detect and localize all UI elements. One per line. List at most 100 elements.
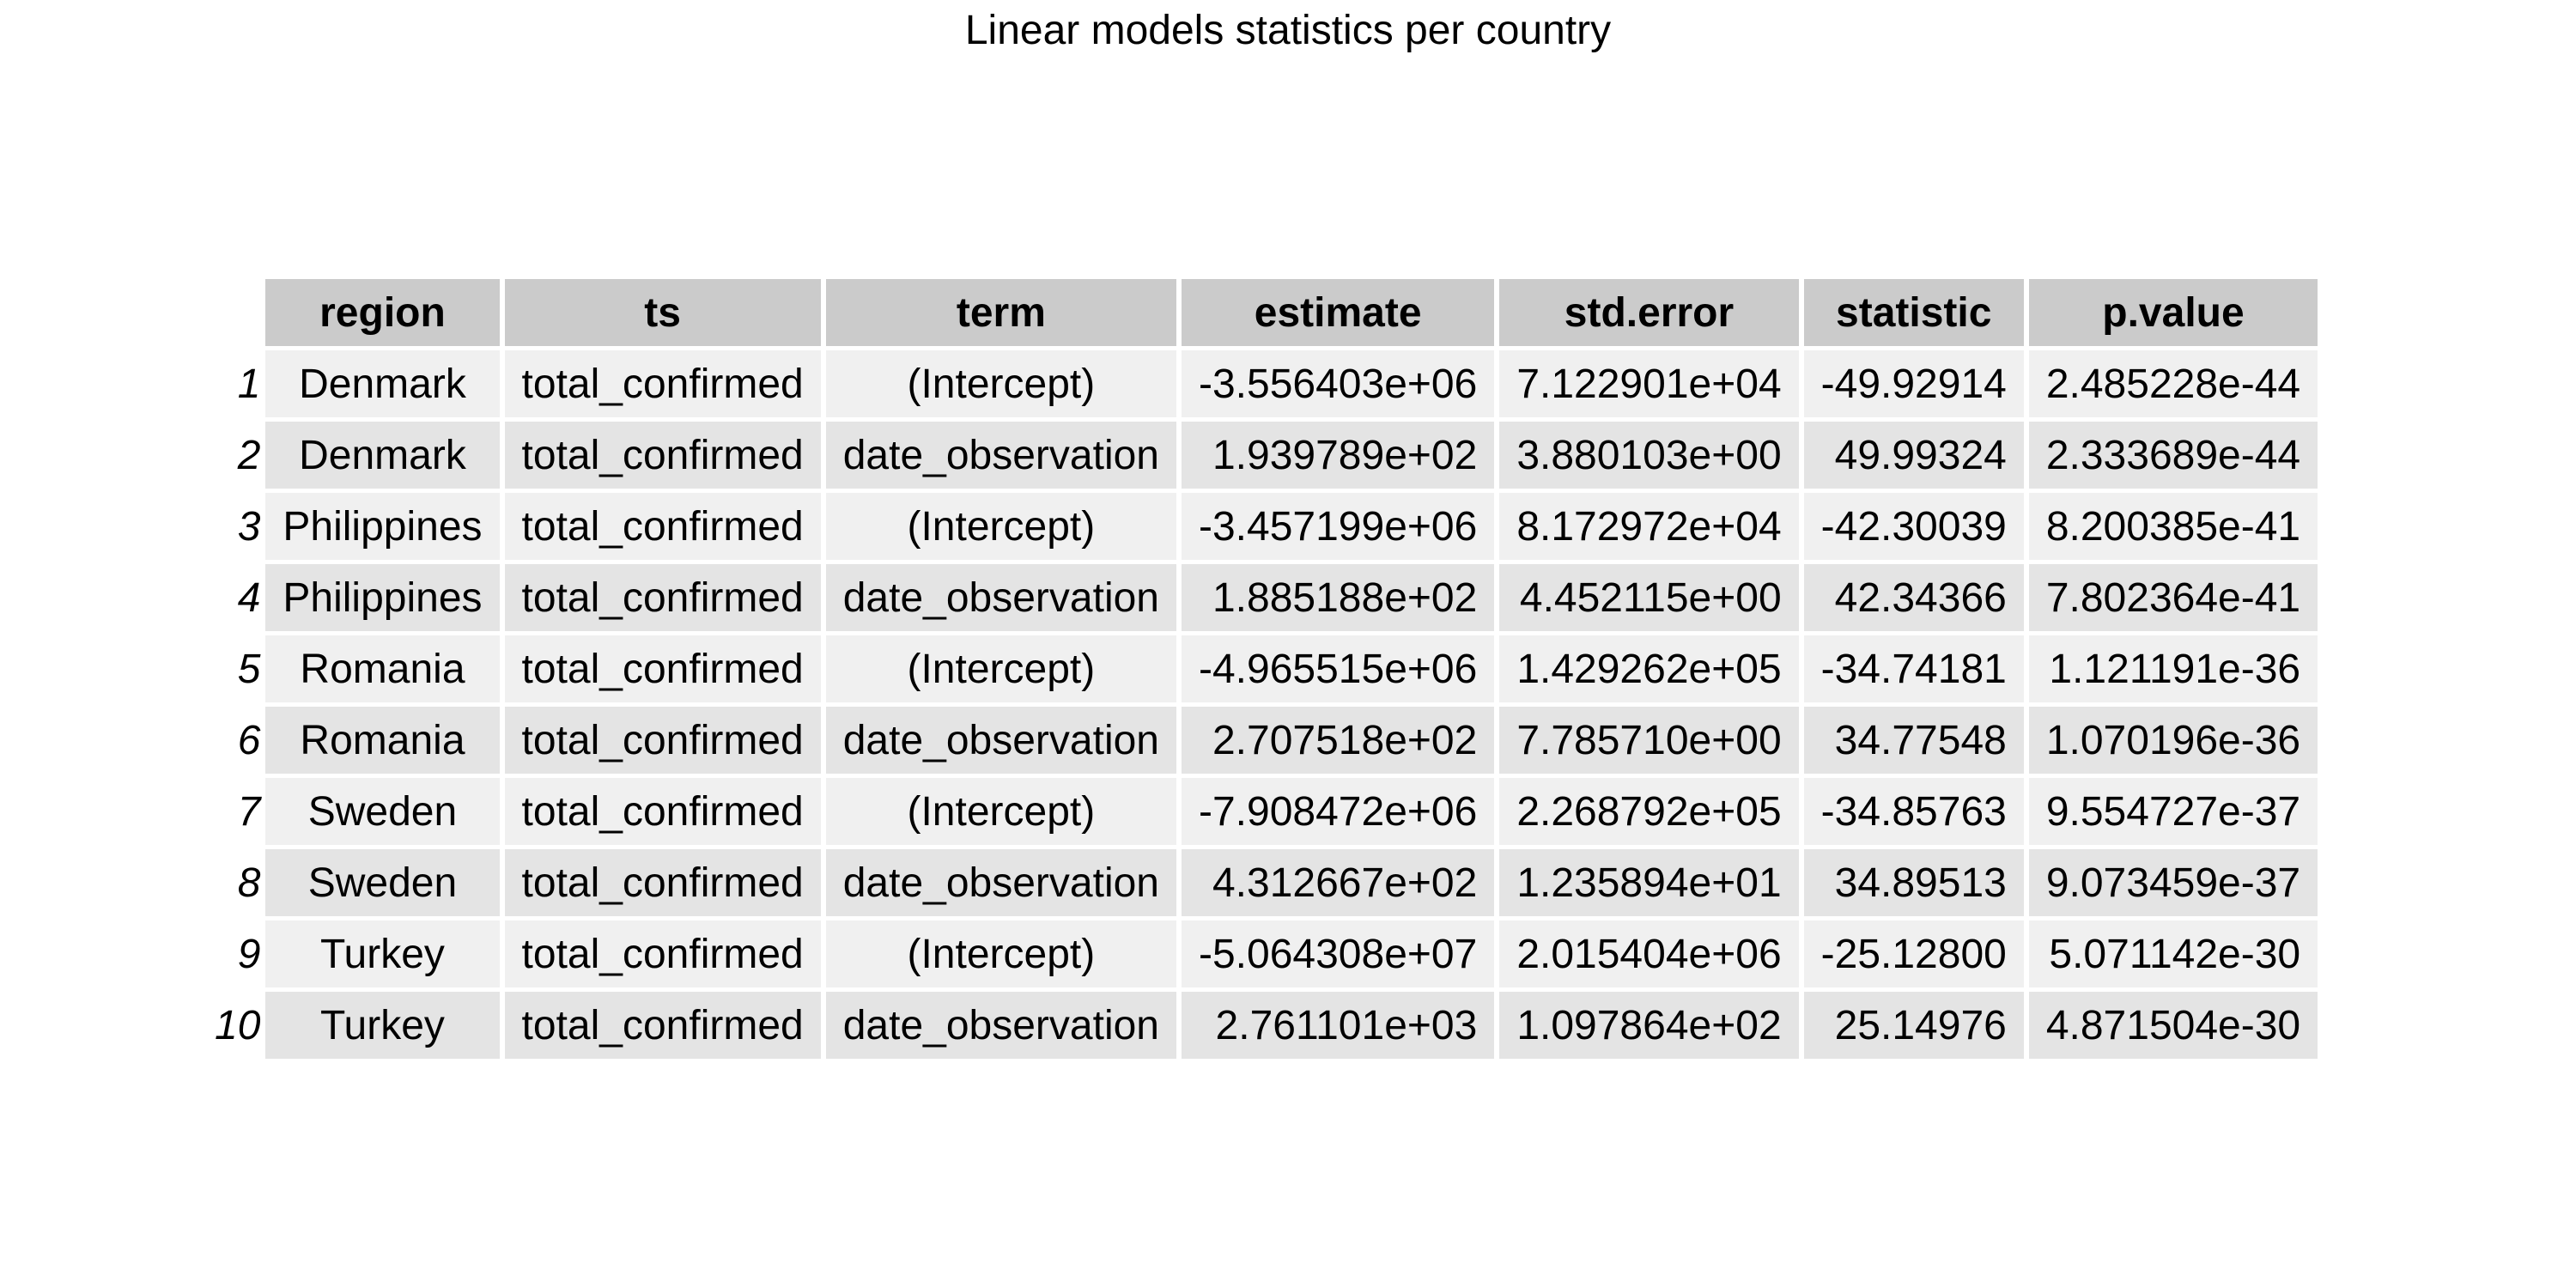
cell-ts: total_confirmed [504, 493, 821, 560]
cell-region: Romania [265, 707, 500, 774]
table-row: 4 Philippines total_confirmed date_observat… [206, 564, 2318, 631]
header-estimate: estimate [1182, 279, 1495, 346]
cell-estimate: 1.939789e+02 [1182, 422, 1495, 489]
cell-ts: total_confirmed [504, 920, 821, 987]
cell-estimate: 2.707518e+02 [1182, 707, 1495, 774]
cell-estimate: -5.064308e+07 [1182, 920, 1495, 987]
cell-estimate: -7.908472e+06 [1182, 778, 1495, 845]
cell-ts: total_confirmed [504, 350, 821, 417]
table-row: 2 Denmark total_confirmed date_observation 1… [206, 422, 2318, 489]
table-row: 3 Philippines total_confirmed (Intercept) -3… [206, 493, 2318, 560]
table-row: 8 Sweden total_confirmed date_observation 4.… [206, 849, 2318, 916]
cell-std-error: 1.097864e+02 [1499, 992, 1799, 1059]
cell-std-error: 3.880103e+00 [1499, 422, 1799, 489]
cell-p-value: 9.554727e-37 [2028, 778, 2318, 845]
cell-p-value: 2.485228e-44 [2028, 350, 2318, 417]
cell-region: Philippines [265, 493, 500, 560]
cell-ts: total_confirmed [504, 564, 821, 631]
cell-statistic: -34.74181 [1803, 635, 2024, 702]
table-row: 6 Romania total_confirmed date_observation 2… [206, 707, 2318, 774]
cell-p-value: 1.070196e-36 [2028, 707, 2318, 774]
cell-statistic: -34.85763 [1803, 778, 2024, 845]
table-row: 7 Sweden total_confirmed (Intercept) -7.9084… [206, 778, 2318, 845]
row-number: 5 [237, 646, 261, 692]
table-header-row: region ts term estimate std.error statis… [206, 279, 2318, 346]
cell-statistic: -49.92914 [1803, 350, 2024, 417]
cell-ts: total_confirmed [504, 849, 821, 916]
cell-term: (Intercept) [825, 920, 1176, 987]
cell-statistic: 34.89513 [1803, 849, 2024, 916]
cell-term: date_observation [825, 992, 1176, 1059]
row-number: 3 [237, 503, 261, 550]
cell-estimate: -3.556403e+06 [1182, 350, 1495, 417]
cell-ts: total_confirmed [504, 707, 821, 774]
cell-region: Denmark [265, 350, 500, 417]
cell-term: date_observation [825, 707, 1176, 774]
cell-ts: total_confirmed [504, 992, 821, 1059]
row-number: 9 [237, 931, 261, 977]
cell-statistic: 49.99324 [1803, 422, 2024, 489]
cell-p-value: 5.071142e-30 [2028, 920, 2318, 987]
cell-estimate: 1.885188e+02 [1182, 564, 1495, 631]
row-number: 7 [237, 788, 261, 835]
cell-statistic: 25.14976 [1803, 992, 2024, 1059]
header-region: region [265, 279, 500, 346]
cell-std-error: 7.122901e+04 [1499, 350, 1799, 417]
cell-region: Denmark [265, 422, 500, 489]
cell-term: (Intercept) [825, 778, 1176, 845]
header-ts: ts [504, 279, 821, 346]
cell-region: Sweden [265, 778, 500, 845]
cell-statistic: -42.30039 [1803, 493, 2024, 560]
table-row: 1 Denmark total_confirmed (Intercept) -3.556… [206, 350, 2318, 417]
cell-statistic: 42.34366 [1803, 564, 2024, 631]
cell-std-error: 2.015404e+06 [1499, 920, 1799, 987]
cell-std-error: 7.785710e+00 [1499, 707, 1799, 774]
header-p-value: p.value [2028, 279, 2318, 346]
cell-term: (Intercept) [825, 493, 1176, 560]
row-number: 4 [237, 574, 261, 621]
cell-region: Sweden [265, 849, 500, 916]
cell-term: date_observation [825, 564, 1176, 631]
cell-statistic: 34.77548 [1803, 707, 2024, 774]
cell-region: Turkey [265, 920, 500, 987]
cell-region: Romania [265, 635, 500, 702]
table-body: 1 Denmark total_confirmed (Intercept) -3.556… [206, 350, 2318, 1059]
cell-region: Turkey [265, 992, 500, 1059]
row-number: 10 [215, 1002, 261, 1048]
cell-std-error: 8.172972e+04 [1499, 493, 1799, 560]
cell-ts: total_confirmed [504, 778, 821, 845]
row-number: 8 [237, 860, 261, 906]
header-corner [206, 279, 260, 346]
stats-table: region ts term estimate std.error statis… [201, 275, 2323, 1063]
row-number: 2 [237, 432, 261, 478]
cell-term: date_observation [825, 422, 1176, 489]
cell-ts: total_confirmed [504, 422, 821, 489]
header-statistic: statistic [1803, 279, 2024, 346]
cell-std-error: 1.429262e+05 [1499, 635, 1799, 702]
cell-p-value: 8.200385e-41 [2028, 493, 2318, 560]
cell-region: Philippines [265, 564, 500, 631]
cell-p-value: 4.871504e-30 [2028, 992, 2318, 1059]
cell-term: (Intercept) [825, 350, 1176, 417]
cell-std-error: 4.452115e+00 [1499, 564, 1799, 631]
cell-std-error: 2.268792e+05 [1499, 778, 1799, 845]
row-number: 6 [237, 717, 261, 763]
cell-estimate: -4.965515e+06 [1182, 635, 1495, 702]
table-row: 5 Romania total_confirmed (Intercept) -4.965… [206, 635, 2318, 702]
header-std-error: std.error [1499, 279, 1799, 346]
table-row: 9 Turkey total_confirmed (Intercept) -5.0643… [206, 920, 2318, 987]
cell-p-value: 1.121191e-36 [2028, 635, 2318, 702]
table-row: 10 Turkey total_confirmed date_observation 2… [206, 992, 2318, 1059]
row-number: 1 [237, 361, 261, 407]
cell-term: date_observation [825, 849, 1176, 916]
cell-estimate: 4.312667e+02 [1182, 849, 1495, 916]
cell-p-value: 7.802364e-41 [2028, 564, 2318, 631]
cell-std-error: 1.235894e+01 [1499, 849, 1799, 916]
cell-estimate: 2.761101e+03 [1182, 992, 1495, 1059]
header-term: term [825, 279, 1176, 346]
cell-term: (Intercept) [825, 635, 1176, 702]
cell-estimate: -3.457199e+06 [1182, 493, 1495, 560]
cell-statistic: -25.12800 [1803, 920, 2024, 987]
cell-ts: total_confirmed [504, 635, 821, 702]
chart-title: Linear models statistics per country [964, 8, 1612, 53]
